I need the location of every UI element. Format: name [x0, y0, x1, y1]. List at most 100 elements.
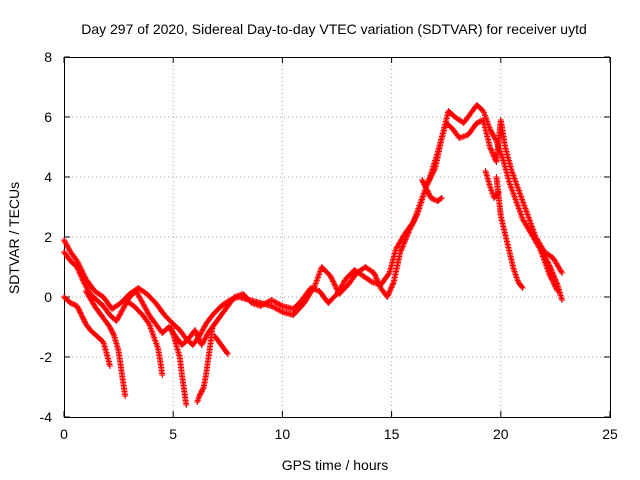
data-point: [392, 281, 395, 283]
data-point: [500, 215, 502, 217]
data-point: [163, 314, 166, 316]
data-point: [242, 293, 244, 295]
data-point: [216, 320, 218, 322]
data-point: [205, 374, 207, 376]
data-point: [222, 347, 225, 349]
data-point: [111, 308, 113, 310]
data-point: [329, 275, 332, 277]
data-point: [148, 314, 150, 316]
data-point: [159, 359, 161, 361]
x-tick-label: 15: [384, 426, 400, 442]
data-point: [178, 329, 181, 331]
series-track-1: [61, 117, 565, 348]
data-point: [161, 332, 164, 334]
data-point: [122, 380, 124, 382]
series-track-7: [194, 324, 216, 405]
data-point: [475, 104, 478, 106]
y-tick-label: -2: [40, 349, 53, 365]
data-point: [548, 272, 550, 274]
data-point: [93, 290, 96, 292]
data-point: [526, 212, 528, 214]
data-point: [489, 146, 491, 148]
data-point: [336, 293, 338, 295]
data-point: [76, 266, 78, 268]
data-point: [181, 374, 183, 376]
data-point: [192, 344, 194, 346]
data-point: [207, 332, 209, 334]
data-point: [119, 302, 122, 304]
data-point: [102, 317, 105, 319]
data-point: [172, 323, 174, 325]
data-point: [543, 260, 546, 262]
y-axis-label: SDTVAR / TECUs: [6, 182, 22, 294]
data-point: [209, 344, 212, 346]
data-point: [467, 134, 469, 136]
data-point: [119, 365, 122, 367]
data-point: [451, 128, 454, 130]
data-point: [552, 281, 555, 283]
data-point: [301, 299, 303, 301]
x-tick-label: 0: [60, 426, 68, 442]
data-point: [430, 173, 432, 175]
data-point: [489, 185, 491, 187]
grid: [64, 57, 610, 417]
data-point: [80, 314, 83, 316]
data-point: [124, 299, 126, 301]
data-point: [539, 248, 541, 250]
y-tick-label: 2: [44, 229, 52, 245]
series-track-2: [61, 102, 565, 348]
data-point: [152, 335, 155, 337]
x-tick-label: 10: [275, 426, 291, 442]
data-point: [495, 140, 498, 142]
data-point: [561, 272, 563, 274]
data-point: [412, 221, 415, 223]
data-point: [441, 197, 443, 199]
data-point: [69, 260, 72, 262]
data-point: [93, 305, 96, 307]
axis-ticks: 0 5 10 15 20 25 -4 -2 0 2 4 6 8: [40, 49, 618, 442]
data-point: [82, 281, 85, 283]
data-point: [95, 335, 98, 337]
data-point: [399, 251, 402, 253]
data-point: [69, 251, 72, 253]
data-point: [69, 302, 72, 304]
y-tick-label: -4: [40, 409, 53, 425]
series-track-3: [61, 294, 113, 369]
data-point: [270, 299, 273, 301]
data-point: [320, 266, 323, 268]
data-point: [510, 170, 513, 172]
data-point: [484, 170, 487, 172]
data-point: [200, 344, 203, 346]
data-point: [183, 389, 185, 391]
data-point: [211, 314, 214, 316]
data-point: [436, 152, 439, 154]
data-point: [517, 188, 520, 190]
data-point: [454, 116, 456, 118]
data-point: [314, 284, 316, 286]
data-point: [106, 356, 109, 358]
y-tick-label: 4: [44, 169, 52, 185]
data-point: [395, 248, 397, 250]
data-point: [63, 239, 65, 241]
data-point: [211, 326, 214, 328]
data-point: [109, 314, 111, 316]
data-point: [122, 308, 124, 310]
data-point: [447, 110, 450, 112]
data-point: [493, 197, 496, 199]
data-point: [495, 176, 498, 178]
data-point: [137, 287, 140, 289]
data-point: [85, 290, 87, 292]
data-point: [251, 302, 253, 304]
data-point: [327, 302, 330, 304]
data-point: [227, 353, 229, 355]
data-point: [425, 188, 428, 190]
data-point: [270, 305, 273, 307]
data-point: [63, 251, 65, 253]
data-point: [292, 308, 295, 310]
data-point: [364, 266, 367, 268]
data-point: [76, 305, 78, 307]
data-point: [309, 287, 312, 289]
data-point: [135, 290, 137, 292]
series-track-9: [419, 177, 445, 204]
data-point: [213, 335, 216, 337]
